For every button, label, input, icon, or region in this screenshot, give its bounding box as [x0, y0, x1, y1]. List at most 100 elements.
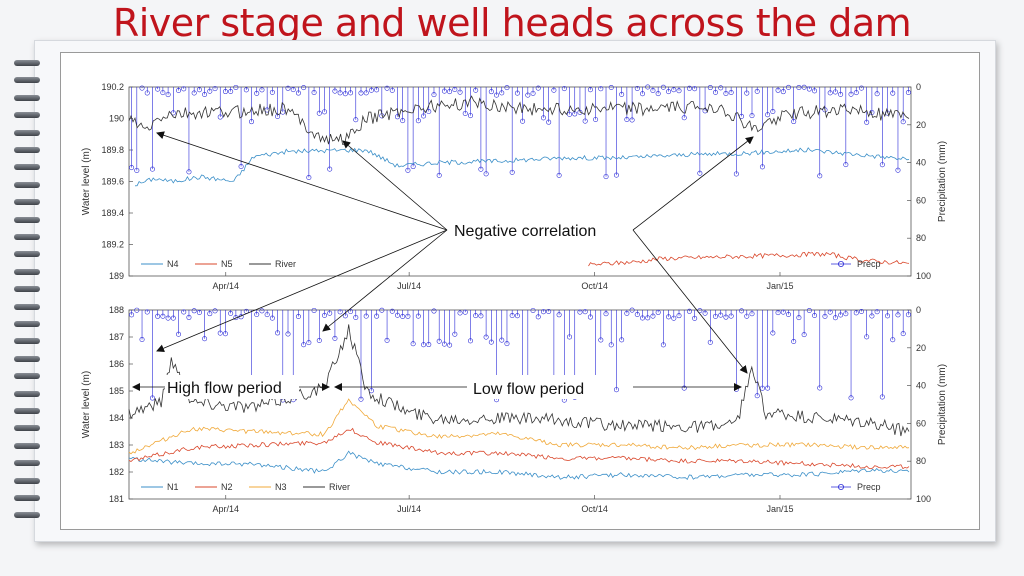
precp-marker: [864, 119, 870, 125]
precp-marker: [676, 88, 682, 94]
precp-marker: [843, 311, 849, 317]
precp-marker: [155, 313, 161, 319]
low-flow-box: [469, 375, 611, 399]
precp-marker: [269, 315, 275, 321]
precp-marker: [520, 118, 526, 124]
precp-marker: [624, 310, 630, 316]
precp-marker: [509, 169, 515, 175]
precp-marker: [285, 85, 291, 91]
precp-marker: [228, 89, 234, 95]
spiral-ring: [14, 373, 40, 380]
precp-marker: [905, 90, 911, 96]
neg-corr-arrow-5: [632, 136, 754, 231]
precp-marker: [634, 312, 640, 318]
y-tick-label: 181: [109, 494, 124, 504]
precp-marker: [321, 312, 327, 318]
precp-marker: [306, 340, 312, 346]
precp-marker: [306, 175, 312, 181]
precp-marker: [400, 118, 406, 124]
precp-marker: [702, 310, 708, 316]
precp-marker: [650, 87, 656, 93]
precp-marker: [478, 166, 484, 172]
precp-marker: [405, 167, 411, 173]
spiral-ring: [14, 408, 40, 414]
precp-marker: [791, 119, 797, 125]
precp-marker: [707, 85, 713, 91]
precp-marker: [801, 332, 807, 338]
y2-tick-label: 60: [916, 195, 926, 205]
precp-marker: [467, 338, 473, 344]
legend-entry: N3: [275, 482, 287, 492]
precp-marker: [780, 89, 786, 95]
precp-marker: [379, 307, 385, 313]
precp-marker: [728, 90, 734, 96]
y-tick-label: 189: [109, 271, 124, 281]
precp-marker: [530, 90, 536, 96]
precp-marker: [853, 90, 859, 96]
precp-marker: [295, 313, 301, 319]
spiral-ring: [14, 355, 40, 362]
precp-marker: [254, 90, 260, 96]
precp-marker: [290, 87, 296, 93]
precp-marker: [295, 90, 301, 96]
precp-marker: [890, 90, 896, 96]
precp-marker: [603, 311, 609, 317]
x-tick-label: Jul/14: [397, 504, 421, 514]
precp-marker: [624, 116, 630, 122]
precp-marker: [421, 113, 427, 119]
precp-marker: [327, 310, 333, 316]
precp-marker: [561, 86, 567, 92]
precp-marker: [165, 315, 171, 321]
precp-marker: [316, 110, 322, 116]
precp-marker: [895, 167, 901, 173]
precp-marker: [676, 313, 682, 319]
spiral-ring: [14, 321, 40, 327]
series-line-n1: [128, 450, 910, 481]
legend-entry-precp: Precp: [857, 259, 881, 269]
precp-marker: [525, 92, 531, 98]
precp-marker: [577, 309, 583, 315]
precp-marker: [603, 174, 609, 180]
precp-marker: [848, 395, 854, 401]
precp-marker: [749, 113, 755, 119]
precp-marker: [843, 162, 849, 168]
precp-marker: [478, 313, 484, 319]
precp-marker: [660, 342, 666, 348]
y-axis-label: Water level (m): [81, 371, 92, 438]
precp-marker: [421, 342, 427, 348]
precp-marker: [170, 110, 176, 116]
precp-marker: [400, 313, 406, 319]
spiral-ring: [14, 129, 40, 136]
legend-entry-precp: Precp: [857, 482, 881, 492]
precp-marker: [587, 87, 593, 93]
spiral-ring: [14, 442, 40, 449]
y2-tick-label: 100: [916, 494, 931, 504]
precp-marker: [598, 86, 604, 92]
precp-stems: [129, 84, 911, 181]
precp-marker: [546, 119, 552, 125]
negative-correlation-label: Negative correlation: [454, 223, 596, 240]
precp-marker: [447, 342, 453, 348]
precp-marker: [817, 173, 823, 179]
precp-marker: [754, 393, 760, 399]
y2-tick-label: 20: [916, 120, 926, 130]
x-tick-label: Apr/14: [212, 281, 239, 291]
precp-marker: [733, 171, 739, 177]
precp-marker: [645, 84, 651, 90]
series-line-river: [128, 324, 910, 437]
spiral-ring: [14, 268, 40, 275]
precp-marker: [374, 87, 380, 93]
y-tick-label: 190.2: [101, 82, 124, 92]
precp-marker: [567, 334, 573, 340]
precp-marker: [301, 85, 307, 91]
y-tick-label: 184: [109, 413, 124, 423]
precp-marker: [212, 86, 218, 92]
legend-entry: River: [275, 259, 296, 269]
precp-marker: [238, 163, 244, 169]
precp-marker: [337, 90, 343, 96]
precp-marker: [457, 310, 463, 316]
precp-marker: [207, 88, 213, 94]
precp-marker: [196, 87, 202, 93]
y-tick-label: 190: [109, 114, 124, 124]
precp-marker: [222, 89, 228, 95]
